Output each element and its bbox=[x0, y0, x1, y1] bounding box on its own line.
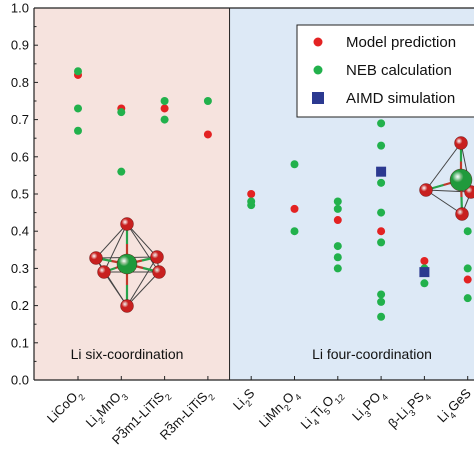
point-neb-calculation bbox=[377, 178, 386, 187]
octahedral-li-structure-icon bbox=[89, 217, 166, 313]
lithium-atom bbox=[116, 253, 138, 275]
polyhedron-edge bbox=[103, 271, 128, 307]
polyhedron-edge bbox=[126, 223, 158, 258]
point-model-prediction bbox=[333, 216, 342, 225]
point-neb-calculation bbox=[333, 204, 342, 213]
oxygen-atom bbox=[150, 250, 164, 264]
region-six-coordination bbox=[34, 8, 230, 380]
polyhedron-edge bbox=[126, 271, 160, 307]
y-tick-label: 0.1 bbox=[11, 335, 29, 350]
y-tick-label: 0.0 bbox=[11, 373, 29, 388]
point-neb-calculation bbox=[247, 201, 256, 210]
point-model-prediction bbox=[377, 227, 386, 236]
legend-label-neb-calculation: NEB calculation bbox=[346, 62, 452, 79]
legend-box bbox=[296, 24, 474, 118]
point-neb-calculation bbox=[377, 297, 386, 306]
y-tick-label: 0.5 bbox=[11, 187, 29, 202]
point-neb-calculation bbox=[117, 167, 126, 176]
point-neb-calculation bbox=[160, 97, 169, 105]
point-model-prediction bbox=[160, 104, 169, 113]
polyhedron-edge bbox=[126, 256, 158, 307]
y-tick-label: 0.8 bbox=[11, 75, 29, 90]
polyhedron-edge bbox=[425, 189, 463, 215]
point-neb-calculation bbox=[463, 264, 472, 273]
point-neb-calculation bbox=[74, 104, 82, 113]
point-neb-calculation bbox=[290, 160, 299, 169]
y-tick-label: 0.3 bbox=[11, 261, 29, 276]
point-neb-calculation bbox=[420, 279, 429, 288]
point-neb-calculation bbox=[333, 253, 342, 262]
point-aimd-simulation bbox=[419, 267, 430, 278]
point-neb-calculation bbox=[203, 97, 212, 105]
data-points bbox=[74, 67, 472, 321]
point-neb-calculation bbox=[74, 126, 82, 135]
point-neb-calculation bbox=[377, 119, 386, 128]
tetrahedral-li-structure-icon bbox=[419, 136, 474, 221]
legend: Model prediction NEB calculation AIMD si… bbox=[312, 34, 456, 107]
x-tick-label-Li4Ti5O12: Li4Ti5O12 bbox=[297, 386, 346, 435]
sulfur-atom bbox=[455, 207, 469, 221]
polyhedron-edge bbox=[126, 223, 160, 273]
point-neb-calculation bbox=[377, 208, 386, 217]
polyhedron-edge bbox=[425, 189, 472, 193]
point-neb-calculation bbox=[160, 115, 169, 124]
legend-marker-aimd-simulation bbox=[312, 92, 324, 104]
x-tick-label-Li2S: Li2S bbox=[230, 385, 261, 416]
oxygen-atom bbox=[152, 265, 166, 279]
point-neb-calculation bbox=[74, 67, 82, 76]
point-neb-calculation bbox=[377, 238, 386, 247]
polyhedron-edge bbox=[103, 223, 128, 273]
x-tick-label-Li4GeS4: Li4GeS bbox=[434, 385, 474, 428]
region-label-six-coordination: Li six-coordination bbox=[71, 346, 184, 362]
point-model-prediction bbox=[420, 256, 429, 265]
point-model-prediction bbox=[247, 190, 256, 198]
point-model-prediction bbox=[203, 130, 212, 139]
oxygen-atom bbox=[97, 265, 111, 279]
point-neb-calculation bbox=[333, 197, 342, 206]
point-neb-calculation bbox=[463, 227, 472, 236]
y-tick-label: 1.0 bbox=[11, 1, 29, 16]
point-model-prediction bbox=[463, 275, 472, 284]
x-tick-label-beta-Li3PS4: β-Li3PS4 bbox=[385, 386, 433, 434]
oxygen-atom bbox=[89, 251, 103, 265]
point-aimd-simulation bbox=[376, 166, 387, 177]
x-tick-label-LiCoO2: LiCoO2 bbox=[44, 386, 87, 429]
y-tick-label: 0.7 bbox=[11, 112, 29, 127]
legend-marker-model-prediction bbox=[313, 37, 323, 47]
point-neb-calculation bbox=[333, 264, 342, 273]
y-tick-label: 0.4 bbox=[11, 224, 29, 239]
point-model-prediction bbox=[290, 204, 299, 213]
point-neb-calculation bbox=[377, 312, 386, 321]
point-neb-calculation bbox=[290, 227, 299, 236]
legend-background bbox=[296, 24, 474, 118]
point-neb-calculation bbox=[463, 294, 472, 303]
overbar-mark bbox=[116, 426, 121, 431]
sulfur-atom bbox=[454, 136, 468, 150]
point-neb-calculation bbox=[377, 290, 386, 299]
region-label-four-coordination: Li four-coordination bbox=[312, 346, 432, 362]
legend-marker-neb-calculation bbox=[313, 65, 323, 75]
point-neb-calculation bbox=[333, 242, 342, 251]
oxygen-atom bbox=[120, 217, 134, 231]
y-tick-label: 0.6 bbox=[11, 149, 29, 164]
polyhedron-edge bbox=[425, 142, 462, 191]
legend-label-aimd-simulation: AIMD simulation bbox=[346, 90, 455, 107]
y-tick-label: 0.9 bbox=[11, 38, 29, 53]
point-neb-calculation bbox=[117, 108, 126, 117]
oxygen-atom bbox=[120, 299, 134, 313]
legend-label-model-prediction: Model prediction bbox=[346, 34, 456, 51]
x-tick-label-LiMn2O4: LiMn2O4 bbox=[256, 386, 304, 434]
overbar-mark bbox=[164, 421, 169, 426]
point-neb-calculation bbox=[377, 141, 386, 150]
y-tick-label: 0.2 bbox=[11, 298, 29, 313]
polyhedron-edge bbox=[95, 223, 128, 259]
lithium-atom bbox=[449, 168, 473, 192]
sulfur-atom bbox=[419, 183, 433, 197]
